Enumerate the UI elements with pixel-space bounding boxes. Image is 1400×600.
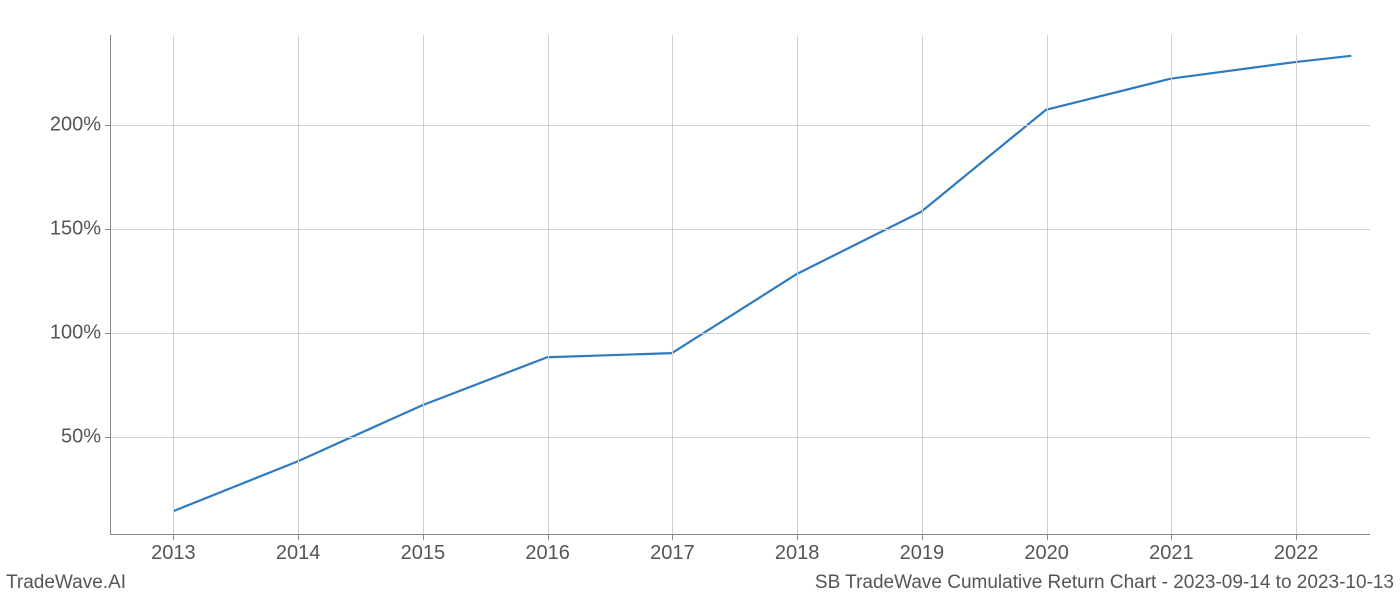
- xtick-mark: [298, 534, 299, 540]
- xtick-mark: [173, 534, 174, 540]
- gridline-horizontal: [111, 229, 1370, 230]
- ytick-label: 150%: [50, 217, 101, 240]
- ytick-mark: [105, 229, 111, 230]
- xtick-mark: [1171, 534, 1172, 540]
- ytick-mark: [105, 437, 111, 438]
- ytick-label: 100%: [50, 321, 101, 344]
- xtick-label: 2020: [1024, 542, 1069, 565]
- xtick-mark: [423, 534, 424, 540]
- gridline-vertical: [672, 35, 673, 534]
- gridline-vertical: [1171, 35, 1172, 534]
- xtick-mark: [797, 534, 798, 540]
- xtick-label: 2021: [1149, 542, 1194, 565]
- line-series-svg: [111, 35, 1370, 534]
- xtick-mark: [1296, 534, 1297, 540]
- gridline-vertical: [1047, 35, 1048, 534]
- ytick-label: 50%: [61, 426, 101, 449]
- xtick-label: 2014: [276, 542, 321, 565]
- gridline-vertical: [797, 35, 798, 534]
- footer-left-text: TradeWave.AI: [6, 572, 126, 594]
- xtick-mark: [548, 534, 549, 540]
- xtick-mark: [922, 534, 923, 540]
- gridline-vertical: [423, 35, 424, 534]
- xtick-label: 2013: [151, 542, 196, 565]
- xtick-label: 2016: [525, 542, 570, 565]
- gridline-vertical: [173, 35, 174, 534]
- ytick-mark: [105, 333, 111, 334]
- gridline-horizontal: [111, 333, 1370, 334]
- gridline-horizontal: [111, 125, 1370, 126]
- chart-plot-area: 2013201420152016201720182019202020212022…: [110, 35, 1370, 535]
- xtick-label: 2015: [401, 542, 446, 565]
- xtick-mark: [1047, 534, 1048, 540]
- xtick-label: 2017: [650, 542, 695, 565]
- plot-box: 2013201420152016201720182019202020212022…: [110, 35, 1370, 535]
- gridline-vertical: [922, 35, 923, 534]
- gridline-horizontal: [111, 437, 1370, 438]
- ytick-mark: [105, 125, 111, 126]
- gridline-vertical: [548, 35, 549, 534]
- xtick-label: 2019: [900, 542, 945, 565]
- footer-right-text: SB TradeWave Cumulative Return Chart - 2…: [815, 572, 1394, 594]
- ytick-label: 200%: [50, 113, 101, 136]
- gridline-vertical: [298, 35, 299, 534]
- gridline-vertical: [1296, 35, 1297, 534]
- xtick-mark: [672, 534, 673, 540]
- xtick-label: 2022: [1274, 542, 1319, 565]
- xtick-label: 2018: [775, 542, 820, 565]
